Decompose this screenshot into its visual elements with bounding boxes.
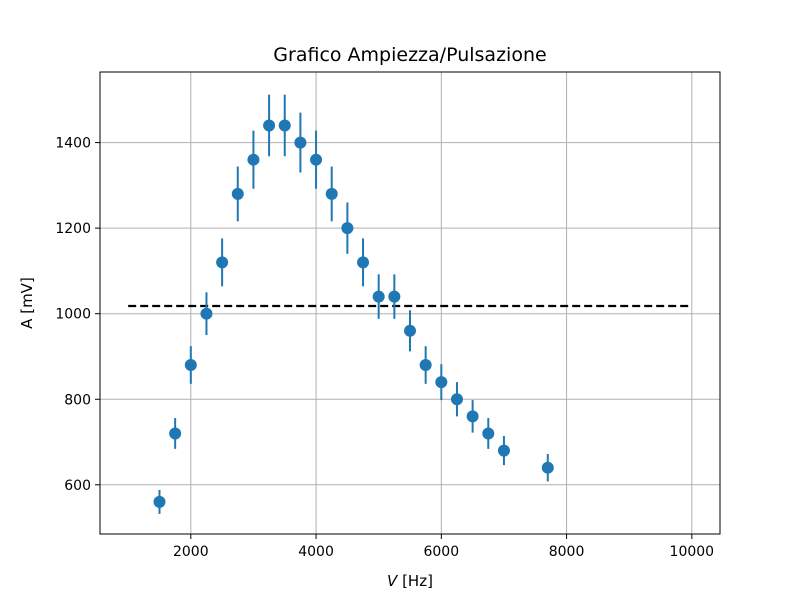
data-point [169, 427, 182, 440]
data-point [466, 410, 479, 423]
data-point [450, 393, 463, 406]
x-tick-label: 4000 [298, 544, 334, 560]
grid-layer [100, 72, 720, 534]
x-tick-label: 8000 [549, 544, 585, 560]
plot-frame [99, 71, 721, 535]
x-tick-label: 2000 [173, 544, 209, 560]
data-point [325, 187, 338, 200]
x-tick-label: 6000 [423, 544, 459, 560]
data-point [372, 290, 385, 303]
y-tick-label: 1200 [55, 221, 91, 237]
data-point [263, 119, 276, 132]
data-point [216, 256, 229, 269]
data-points-layer [153, 94, 554, 514]
y-tick-label: 1000 [55, 307, 91, 323]
data-point [357, 256, 370, 269]
data-point [341, 222, 354, 235]
x-axis-label: V [Hz] [387, 572, 433, 590]
data-point [419, 359, 432, 372]
x-axis-unit: [Hz] [397, 572, 433, 590]
y-tick-label: 800 [64, 392, 91, 408]
data-point [184, 359, 197, 372]
y-axis-label: A [mV] [18, 277, 36, 329]
data-point [310, 153, 323, 166]
data-point [153, 495, 166, 508]
data-point [200, 307, 213, 320]
y-tick-label: 1400 [55, 136, 91, 152]
data-point [435, 376, 448, 389]
x-tick-label: 10000 [670, 544, 715, 560]
data-point [541, 461, 554, 474]
ticks-layer: 2000 4000 6000 8000 10000 600 800 1000 1200 1400 [55, 136, 714, 560]
data-point [404, 324, 416, 337]
data-point [247, 153, 260, 166]
x-axis-variable: V [387, 572, 399, 590]
data-point [497, 444, 510, 457]
chart-title: Grafico Ampiezza/Pulsazione [273, 44, 546, 66]
y-tick-label: 600 [64, 478, 91, 494]
data-point [278, 119, 291, 132]
data-point [231, 187, 244, 200]
data-point [482, 427, 495, 440]
data-point [294, 136, 307, 149]
data-point [388, 290, 401, 303]
